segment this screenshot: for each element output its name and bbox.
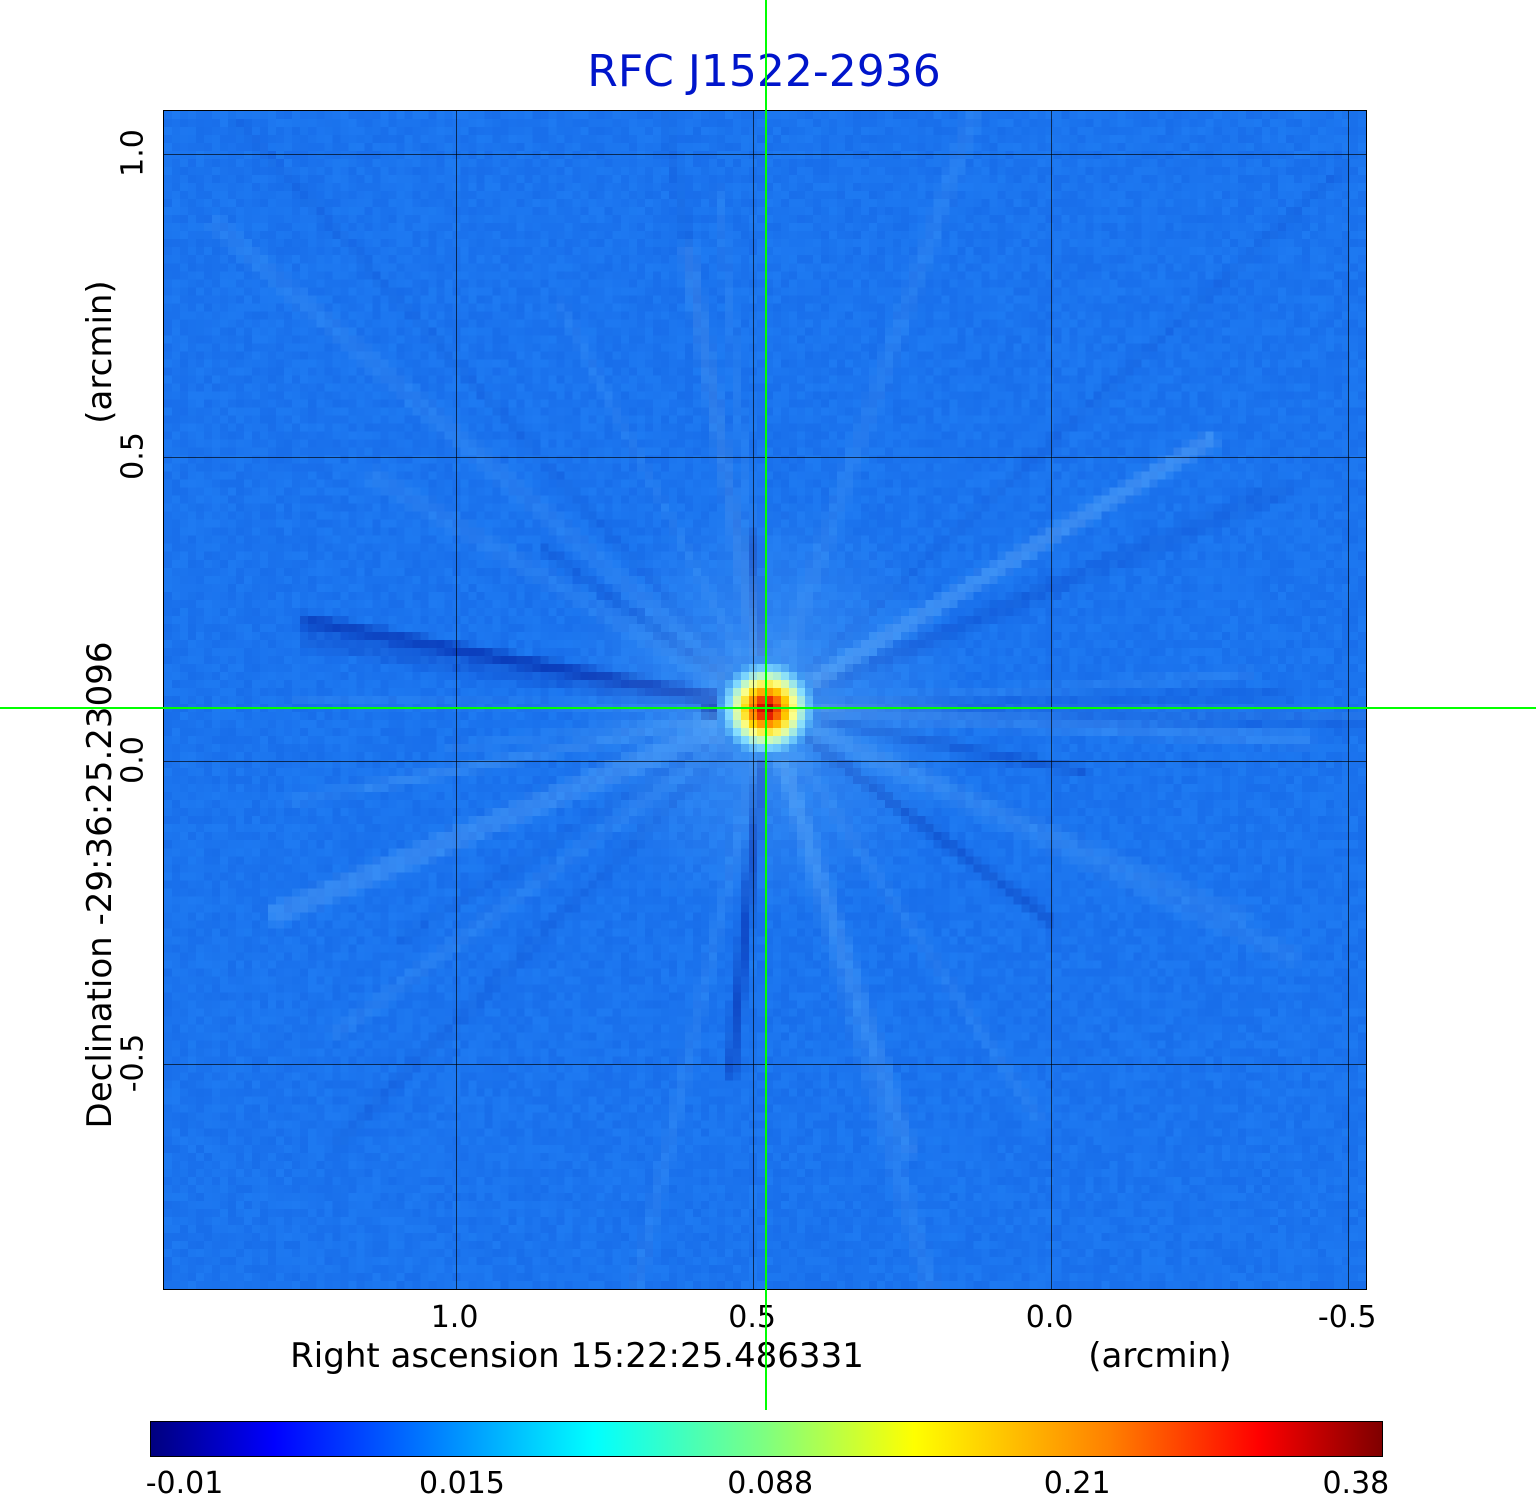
y-axis-label: Declination -29:36:25.23096	[80, 641, 120, 1129]
grid-line-vertical	[1050, 111, 1052, 1289]
colorbar	[150, 1421, 1383, 1457]
plot-title: RFC J1522-2936	[587, 46, 941, 97]
grid-line-vertical	[455, 111, 457, 1289]
y-tick-label: -0.5	[115, 1034, 151, 1093]
x-tick-label: 0.0	[1025, 1300, 1074, 1335]
x-tick-label: -0.5	[1317, 1300, 1377, 1335]
colorbar-tick-label: 0.21	[1043, 1466, 1111, 1501]
y-tick-label: 1.0	[115, 128, 151, 177]
colorbar-tick-label: 0.015	[418, 1466, 505, 1501]
grid-line-vertical	[1348, 111, 1350, 1289]
crosshair-horizontal-line	[0, 706, 1536, 709]
colorbar-tick-label: 0.088	[727, 1466, 814, 1501]
colorbar-tick-label: 0.38	[1322, 1466, 1390, 1501]
grid-line-vertical	[753, 111, 755, 1289]
x-tick-label: 0.5	[728, 1300, 776, 1335]
crosshair-vertical-line	[764, 0, 767, 1410]
y-tick-label: 0.0	[115, 735, 151, 784]
x-axis-label: Right ascension 15:22:25.486331	[290, 1336, 864, 1376]
x-tick-label: 1.0	[430, 1300, 479, 1335]
y-tick-label: 0.5	[115, 432, 151, 480]
x-axis-unit-label: (arcmin)	[1088, 1336, 1232, 1376]
y-axis-unit-label: (arcmin)	[80, 280, 120, 424]
colorbar-tick-label: -0.01	[145, 1466, 224, 1501]
